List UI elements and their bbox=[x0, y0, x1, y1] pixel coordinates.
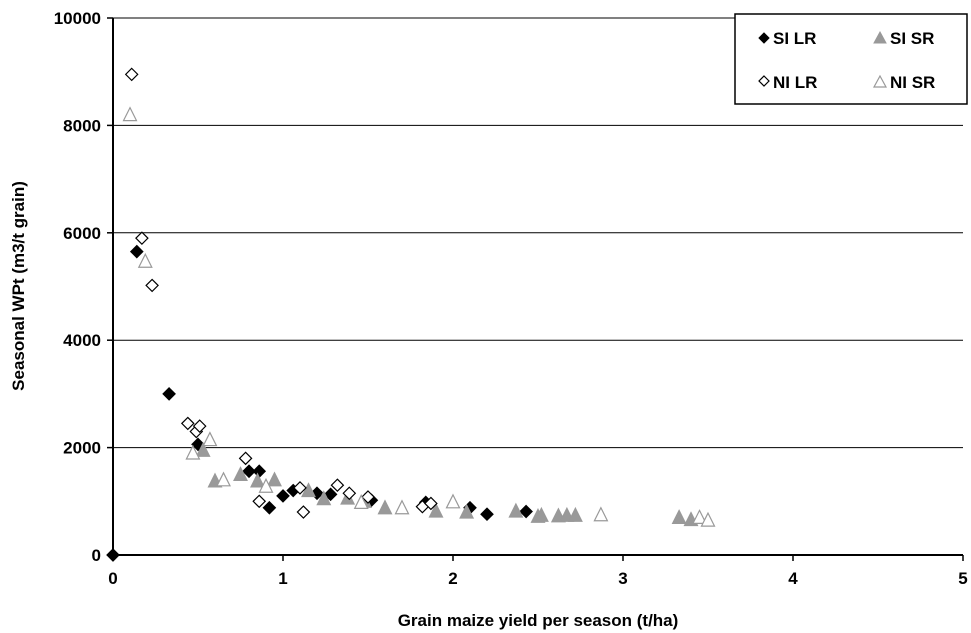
data-point-ni-lr bbox=[252, 494, 267, 509]
x-tick-label: 0 bbox=[108, 569, 117, 588]
data-point-si-sr bbox=[267, 471, 282, 487]
data-point-ni-sr bbox=[692, 509, 707, 525]
x-tick-label: 2 bbox=[448, 569, 457, 588]
data-point-si-lr bbox=[162, 387, 176, 401]
x-tick-label: 3 bbox=[618, 569, 627, 588]
x-axis-title: Grain maize yield per season (t/ha) bbox=[398, 611, 679, 630]
legend-marker-ni-lr bbox=[758, 75, 770, 87]
data-point-si-sr bbox=[508, 502, 524, 518]
data-point-ni-lr bbox=[296, 505, 311, 519]
data-point-ni-lr bbox=[135, 231, 149, 246]
data-point-si-sr bbox=[567, 506, 583, 522]
data-point-si-sr bbox=[533, 506, 549, 522]
data-point-si-lr bbox=[276, 489, 290, 503]
legend-entry-si-lr: SI LR bbox=[758, 29, 816, 48]
data-point-si-sr bbox=[377, 499, 393, 515]
data-point-ni-sr bbox=[202, 431, 218, 447]
data-point-ni-lr bbox=[192, 419, 207, 433]
y-tick-label: 8000 bbox=[63, 116, 101, 135]
y-tick-label: 2000 bbox=[63, 439, 101, 458]
legend-entry-si-sr: SI SR bbox=[873, 29, 934, 48]
data-point-ni-lr bbox=[238, 451, 253, 466]
legend-label-ni-lr: NI LR bbox=[773, 73, 817, 92]
data-point-ni-sr bbox=[137, 252, 153, 268]
legend: SI LR SI SR NI LR NI SR bbox=[734, 13, 968, 105]
data-point-si-lr bbox=[252, 464, 267, 479]
legend-label-ni-sr: NI SR bbox=[890, 73, 935, 92]
legend-entry-ni-sr: NI SR bbox=[872, 73, 935, 92]
data-point-si-sr bbox=[250, 472, 265, 488]
data-point-ni-sr bbox=[185, 444, 201, 460]
data-point-ni-sr bbox=[445, 493, 461, 509]
data-point-ni-sr bbox=[700, 511, 716, 527]
y-axis-title: Seasonal WPt (m3/t grain) bbox=[9, 181, 28, 391]
data-point-ni-sr bbox=[394, 499, 410, 515]
data-point-si-lr bbox=[242, 464, 256, 479]
x-tick-label: 1 bbox=[278, 569, 287, 588]
data-point-ni-sr bbox=[122, 106, 138, 122]
data-point-si-sr bbox=[671, 509, 687, 525]
y-tick-label: 4000 bbox=[63, 331, 101, 350]
data-point-si-sr bbox=[459, 503, 475, 519]
data-point-ni-lr bbox=[180, 416, 195, 431]
ticks: 0 2000 4000 6000 8000 10000 0 1 2 3 4 5 bbox=[54, 9, 968, 588]
legend-marker-ni-sr bbox=[872, 74, 888, 88]
legend-entry-ni-lr: NI LR bbox=[758, 73, 817, 92]
data-point-si-sr bbox=[301, 482, 316, 498]
data-point-si-lr bbox=[106, 548, 120, 562]
data-point-ni-lr bbox=[145, 278, 159, 293]
data-point-ni-lr bbox=[330, 478, 345, 493]
x-tick-label: 5 bbox=[958, 569, 967, 588]
data-point-ni-lr bbox=[293, 481, 307, 495]
legend-label-si-sr: SI SR bbox=[890, 29, 934, 48]
data-point-ni-lr bbox=[124, 67, 139, 82]
legend-label-si-lr: SI LR bbox=[773, 29, 816, 48]
data-point-si-lr bbox=[262, 500, 277, 515]
data-point-si-sr bbox=[195, 441, 211, 457]
data-point-si-lr bbox=[323, 487, 338, 502]
y-tick-label: 6000 bbox=[63, 224, 101, 243]
gridlines bbox=[113, 17, 963, 449]
data-points bbox=[106, 67, 716, 562]
data-point-si-lr bbox=[480, 507, 494, 522]
data-point-ni-sr bbox=[216, 471, 231, 487]
data-point-si-sr bbox=[316, 490, 332, 506]
data-point-ni-sr bbox=[593, 506, 609, 522]
data-point-si-lr bbox=[519, 504, 533, 519]
data-point-ni-sr bbox=[353, 494, 369, 509]
y-tick-label: 0 bbox=[92, 546, 101, 565]
data-point-si-lr bbox=[129, 244, 144, 259]
x-tick-label: 4 bbox=[788, 569, 798, 588]
legend-marker-si-lr bbox=[758, 32, 770, 44]
data-point-ni-lr bbox=[342, 486, 357, 501]
legend-marker-si-sr bbox=[873, 30, 887, 44]
y-tick-label: 10000 bbox=[54, 9, 101, 28]
data-point-si-sr bbox=[428, 502, 444, 518]
data-point-ni-sr bbox=[258, 477, 274, 493]
data-point-ni-lr bbox=[361, 490, 375, 504]
data-point-si-sr bbox=[233, 466, 248, 482]
data-point-ni-lr bbox=[424, 496, 438, 511]
legend-box bbox=[734, 13, 968, 105]
axes bbox=[112, 18, 963, 556]
